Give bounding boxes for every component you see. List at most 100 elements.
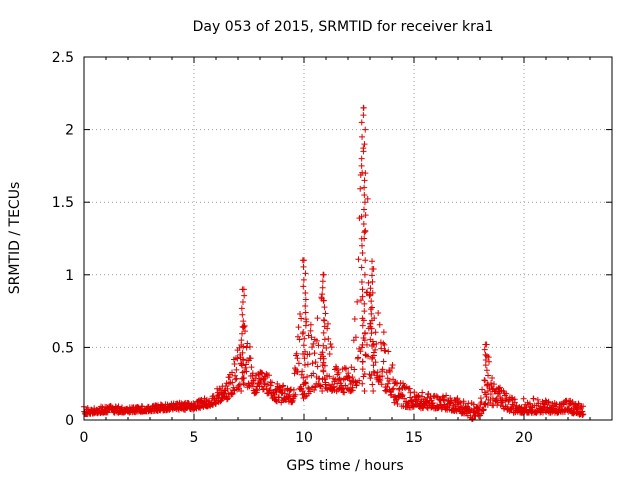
data-point bbox=[387, 368, 394, 375]
data-point bbox=[216, 385, 223, 392]
data-point bbox=[243, 344, 250, 351]
data-point bbox=[370, 362, 377, 369]
data-point bbox=[362, 228, 369, 235]
data-point bbox=[452, 407, 459, 414]
data-point bbox=[292, 391, 299, 398]
data-point bbox=[580, 411, 587, 418]
data-point bbox=[226, 394, 233, 401]
data-point bbox=[302, 322, 309, 329]
data-point bbox=[293, 350, 300, 357]
data-point bbox=[234, 355, 241, 362]
chart-title: Day 053 of 2015, SRMTID for receiver kra… bbox=[193, 19, 494, 35]
data-point bbox=[390, 385, 397, 392]
data-point bbox=[361, 229, 368, 236]
data-point bbox=[254, 387, 261, 394]
data-point bbox=[361, 308, 368, 315]
data-point bbox=[480, 406, 487, 413]
data-point bbox=[320, 297, 327, 304]
data-point bbox=[368, 372, 375, 379]
y-tick-label: 0 bbox=[65, 413, 74, 429]
data-point bbox=[239, 330, 246, 337]
data-point bbox=[239, 311, 246, 318]
data-point bbox=[291, 370, 298, 377]
data-point bbox=[361, 235, 368, 242]
grid-lines bbox=[84, 57, 612, 420]
data-point bbox=[367, 291, 374, 298]
data-point bbox=[481, 401, 488, 408]
data-point bbox=[362, 170, 369, 177]
data-point bbox=[373, 340, 380, 347]
data-point bbox=[367, 285, 374, 292]
data-point bbox=[357, 348, 364, 355]
data-point bbox=[562, 398, 569, 405]
data-point bbox=[304, 373, 311, 380]
data-point bbox=[372, 359, 379, 366]
data-point bbox=[476, 404, 483, 411]
data-point bbox=[307, 388, 314, 395]
data-point bbox=[321, 304, 328, 311]
data-point bbox=[349, 387, 356, 394]
data-point bbox=[353, 382, 360, 389]
data-point bbox=[358, 155, 365, 162]
data-point bbox=[358, 264, 365, 271]
data-point bbox=[349, 374, 356, 381]
data-point bbox=[359, 322, 366, 329]
data-point bbox=[379, 366, 386, 373]
data-point bbox=[320, 271, 327, 278]
data-point bbox=[347, 381, 354, 388]
data-point bbox=[360, 104, 367, 111]
data-point bbox=[368, 272, 375, 279]
data-point bbox=[314, 363, 321, 370]
data-point bbox=[385, 380, 392, 387]
data-point bbox=[248, 364, 255, 371]
data-point bbox=[324, 320, 331, 327]
data-point bbox=[286, 387, 293, 394]
data-point bbox=[370, 368, 377, 375]
data-point bbox=[266, 372, 273, 379]
data-point bbox=[263, 370, 270, 377]
data-point bbox=[302, 289, 309, 296]
data-point bbox=[526, 400, 533, 407]
data-point bbox=[479, 386, 486, 393]
data-point bbox=[489, 375, 496, 382]
data-point bbox=[579, 412, 586, 419]
data-point bbox=[217, 398, 224, 405]
data-point bbox=[288, 386, 295, 393]
data-point bbox=[358, 344, 365, 351]
data-point bbox=[359, 380, 366, 387]
data-point bbox=[225, 380, 232, 387]
data-point bbox=[310, 340, 317, 347]
data-point bbox=[364, 195, 371, 202]
data-point bbox=[363, 341, 370, 348]
data-point bbox=[443, 392, 450, 399]
data-point bbox=[336, 375, 343, 382]
data-point bbox=[308, 334, 315, 341]
y-tick-label: 2.5 bbox=[52, 50, 74, 66]
data-point bbox=[246, 343, 253, 350]
data-point bbox=[294, 355, 301, 362]
data-point bbox=[360, 206, 367, 213]
data-point bbox=[296, 336, 303, 343]
data-point bbox=[320, 316, 327, 323]
data-point bbox=[310, 370, 317, 377]
data-point bbox=[359, 250, 366, 257]
data-point bbox=[370, 387, 377, 394]
data-point bbox=[300, 329, 307, 336]
data-point bbox=[419, 389, 426, 396]
data-point bbox=[366, 292, 373, 299]
data-point bbox=[241, 368, 248, 375]
data-point bbox=[239, 369, 246, 376]
data-point bbox=[478, 410, 485, 417]
data-point bbox=[503, 390, 510, 397]
data-point bbox=[320, 329, 327, 336]
data-point bbox=[361, 184, 368, 191]
data-point bbox=[252, 375, 259, 382]
x-axis-label: GPS time / hours bbox=[286, 458, 403, 474]
data-point bbox=[454, 395, 461, 402]
y-tick-label: 0.5 bbox=[52, 340, 74, 356]
x-tick-label: 20 bbox=[515, 430, 533, 446]
data-point bbox=[358, 242, 365, 249]
data-point bbox=[491, 381, 498, 388]
data-point bbox=[390, 376, 397, 383]
